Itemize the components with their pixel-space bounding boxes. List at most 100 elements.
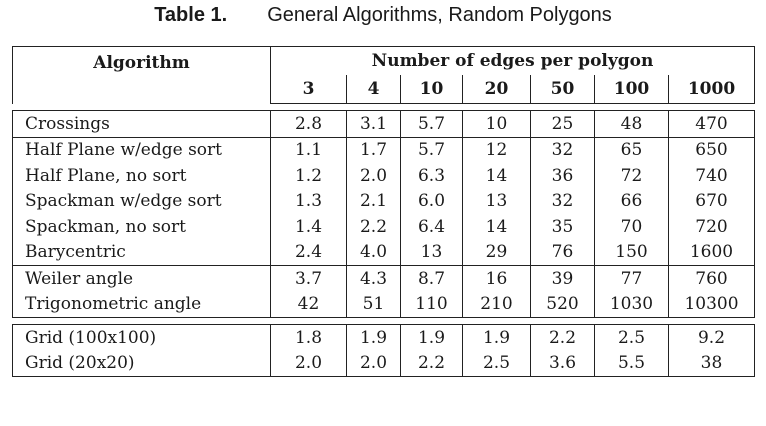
header-algorithm: Algorithm xyxy=(12,46,271,104)
value-cell: 1.9 xyxy=(400,324,463,351)
table-row: Spackman w/edge sort 1.3 2.1 6.0 13 32 66 670 xyxy=(12,188,755,214)
value-cell: 70 xyxy=(594,214,669,240)
column-header: 1000 xyxy=(668,75,755,104)
algorithm-name: Half Plane, no sort xyxy=(12,163,271,189)
value-cell: 16 xyxy=(462,265,531,292)
value-cell: 2.1 xyxy=(346,188,401,214)
value-cell: 42 xyxy=(270,291,347,318)
value-cell: 66 xyxy=(594,188,669,214)
value-cell: 14 xyxy=(462,214,531,240)
value-cell: 48 xyxy=(594,110,669,138)
value-cell: 2.4 xyxy=(270,239,347,266)
row-group: Weiler angle 3.7 4.3 8.7 16 39 77 760 Trigonomet… xyxy=(12,265,755,318)
value-cell: 1.2 xyxy=(270,163,347,189)
value-cell: 2.0 xyxy=(270,350,347,377)
value-cell: 1.9 xyxy=(346,324,401,351)
header-edges-group: Number of edges per polygon xyxy=(270,46,755,75)
algorithm-name: Half Plane w/edge sort xyxy=(12,136,271,163)
value-cell: 4.3 xyxy=(346,265,401,292)
row-group: Crossings 2.8 3.1 5.7 10 25 48 470 xyxy=(12,110,755,138)
value-cell: 150 xyxy=(594,239,669,266)
value-cell: 3.7 xyxy=(270,265,347,292)
value-cell: 1.1 xyxy=(270,136,347,163)
value-cell: 670 xyxy=(668,188,755,214)
value-cell: 5.5 xyxy=(594,350,669,377)
value-cell: 6.4 xyxy=(400,214,463,240)
value-cell: 2.8 xyxy=(270,110,347,138)
algorithm-name: Grid (20x20) xyxy=(12,350,271,377)
column-header: 10 xyxy=(400,75,463,104)
value-cell: 65 xyxy=(594,136,669,163)
table-row: Barycentric 2.4 4.0 13 29 76 150 1600 xyxy=(12,239,755,266)
value-cell: 12 xyxy=(462,136,531,163)
value-cell: 6.3 xyxy=(400,163,463,189)
value-cell: 210 xyxy=(462,291,531,318)
value-cell: 39 xyxy=(530,265,595,292)
table-row: Half Plane, no sort 1.2 2.0 6.3 14 36 72 740 xyxy=(12,163,755,189)
value-cell: 3.1 xyxy=(346,110,401,138)
algorithm-name: Spackman, no sort xyxy=(12,214,271,240)
caption-label: Table 1. xyxy=(154,4,228,26)
table-row: Grid (100x100) 1.8 1.9 1.9 1.9 2.2 2.5 9.2 xyxy=(12,324,755,351)
value-cell: 32 xyxy=(530,188,595,214)
algorithm-name: Trigonometric angle xyxy=(12,291,271,318)
value-cell: 51 xyxy=(346,291,401,318)
value-cell: 5.7 xyxy=(400,136,463,163)
algorithm-name: Weiler angle xyxy=(12,265,271,292)
value-cell: 650 xyxy=(668,136,755,163)
value-cell: 13 xyxy=(462,188,531,214)
value-cell: 520 xyxy=(530,291,595,318)
value-cell: 1.7 xyxy=(346,136,401,163)
value-cell: 760 xyxy=(668,265,755,292)
table-row: Grid (20x20) 2.0 2.0 2.2 2.5 3.6 5.5 38 xyxy=(12,350,755,377)
algorithm-name: Crossings xyxy=(12,110,271,138)
value-cell: 76 xyxy=(530,239,595,266)
value-cell: 9.2 xyxy=(668,324,755,351)
value-cell: 36 xyxy=(530,163,595,189)
column-header: 20 xyxy=(462,75,531,104)
algorithm-name: Grid (100x100) xyxy=(12,324,271,351)
value-cell: 2.0 xyxy=(346,163,401,189)
value-cell: 32 xyxy=(530,136,595,163)
value-cell: 2.2 xyxy=(346,214,401,240)
value-cell: 720 xyxy=(668,214,755,240)
row-group: Half Plane w/edge sort 1.1 1.7 5.7 12 32 65 650… xyxy=(12,136,755,266)
value-cell: 14 xyxy=(462,163,531,189)
value-cell: 6.0 xyxy=(400,188,463,214)
value-cell: 2.0 xyxy=(346,350,401,377)
algorithm-name: Spackman w/edge sort xyxy=(12,188,271,214)
caption-title: General Algorithms, Random Polygons xyxy=(267,4,612,26)
value-cell: 10 xyxy=(462,110,531,138)
value-cell: 1.9 xyxy=(462,324,531,351)
column-header: 3 xyxy=(270,75,347,104)
algorithm-name: Barycentric xyxy=(12,239,271,266)
value-cell: 4.0 xyxy=(346,239,401,266)
value-cell: 1600 xyxy=(668,239,755,266)
column-header: 50 xyxy=(530,75,595,104)
table-row: Spackman, no sort 1.4 2.2 6.4 14 35 70 720 xyxy=(12,214,755,240)
value-cell: 740 xyxy=(668,163,755,189)
table-caption: Table 1. General Algorithms, Random Polyg… xyxy=(0,4,766,34)
value-cell: 2.2 xyxy=(530,324,595,351)
table-row: Weiler angle 3.7 4.3 8.7 16 39 77 760 xyxy=(12,265,755,292)
value-cell: 77 xyxy=(594,265,669,292)
value-cell: 72 xyxy=(594,163,669,189)
column-header: 100 xyxy=(594,75,669,104)
value-cell: 1030 xyxy=(594,291,669,318)
value-cell: 2.5 xyxy=(462,350,531,377)
value-cell: 1.3 xyxy=(270,188,347,214)
value-cell: 3.6 xyxy=(530,350,595,377)
value-cell: 5.7 xyxy=(400,110,463,138)
value-cell: 13 xyxy=(400,239,463,266)
value-cell: 2.5 xyxy=(594,324,669,351)
value-cell: 29 xyxy=(462,239,531,266)
table-row: Trigonometric angle 42 51 110 210 520 1030 1030… xyxy=(12,291,755,318)
value-cell: 470 xyxy=(668,110,755,138)
value-cell: 1.8 xyxy=(270,324,347,351)
value-cell: 35 xyxy=(530,214,595,240)
value-cell: 2.2 xyxy=(400,350,463,377)
value-cell: 8.7 xyxy=(400,265,463,292)
column-header: 4 xyxy=(346,75,401,104)
